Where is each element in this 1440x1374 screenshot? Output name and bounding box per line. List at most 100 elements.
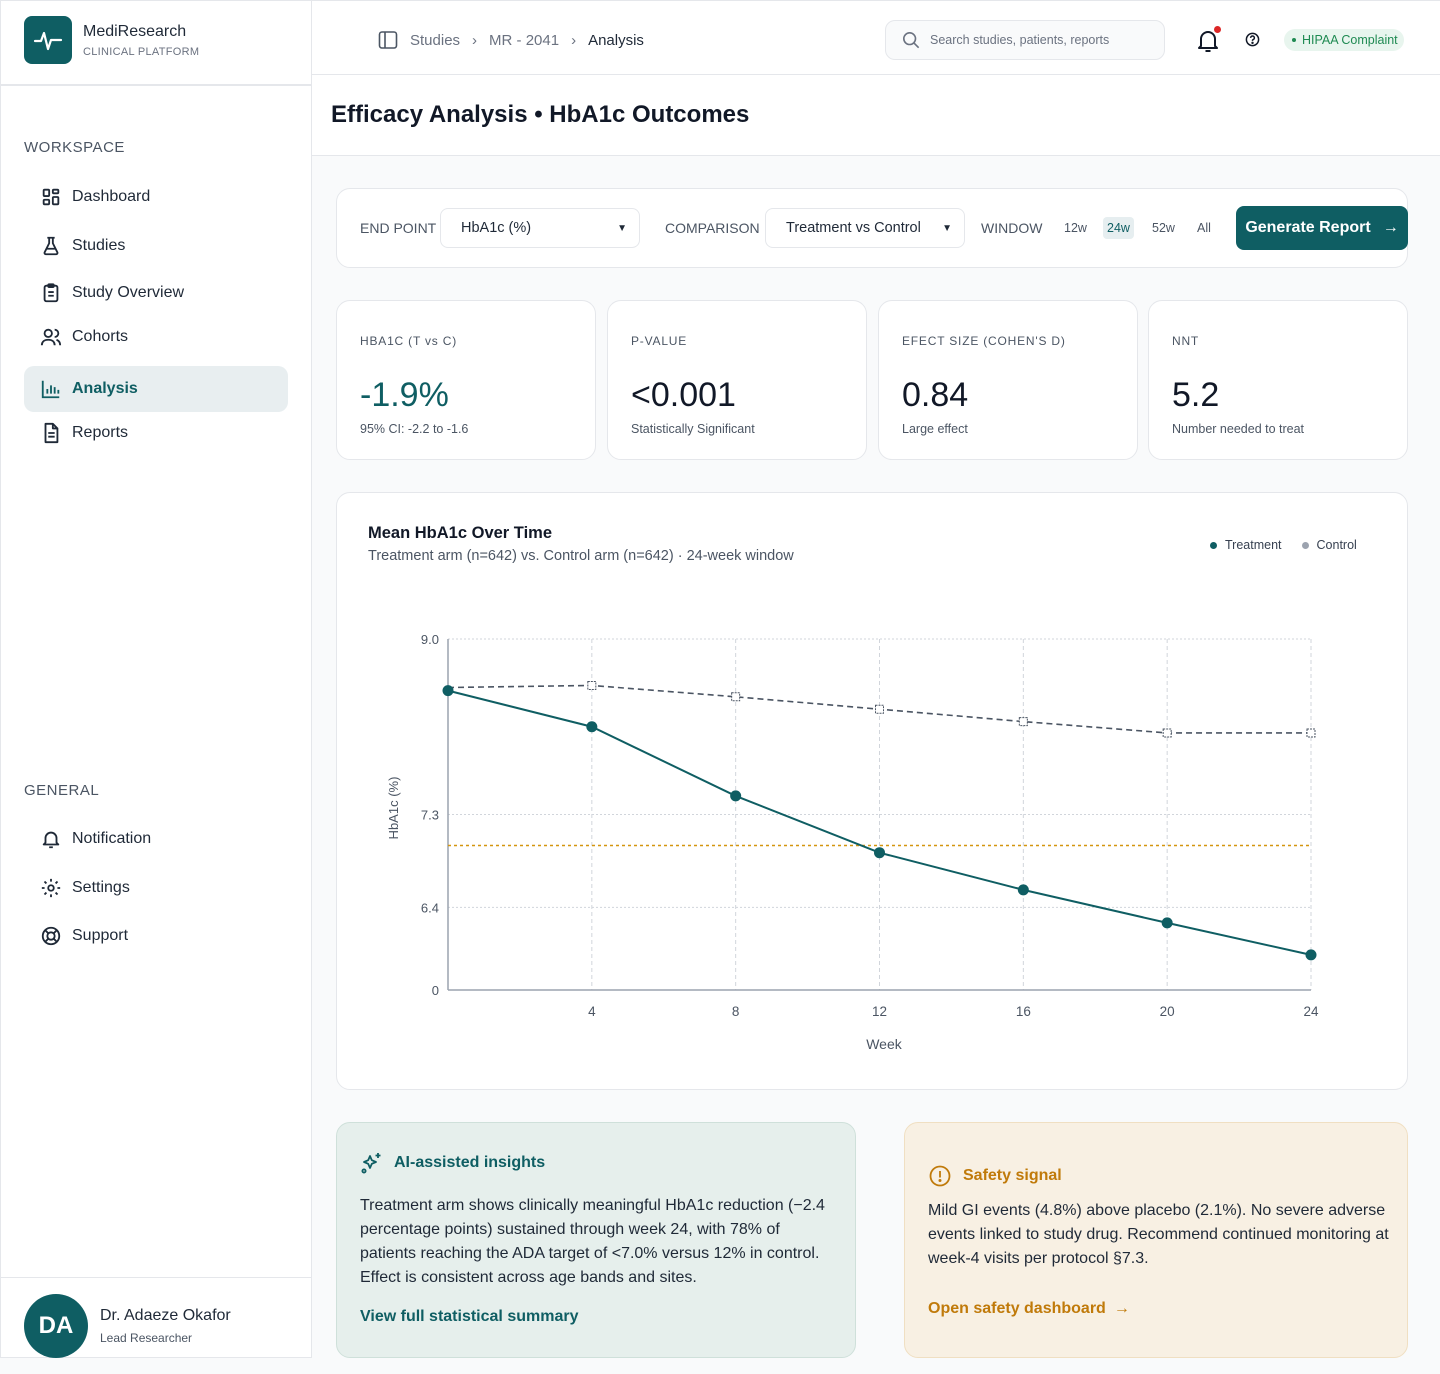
general-label: GENERAL (24, 782, 100, 799)
stat-card-nnt: NNT 5.2 Number needed to treat (1148, 300, 1408, 460)
generate-report-button[interactable]: Generate Report → (1236, 206, 1408, 250)
stat-sub: 95% CI: -2.2 to -1.6 (360, 422, 469, 436)
control-point (875, 704, 884, 714)
safety-body: Mild GI events (4.8%) above placebo (2.1… (928, 1202, 1389, 1267)
bar-chart-icon (41, 380, 60, 399)
sidebar-item-analysis[interactable]: Analysis (24, 366, 288, 412)
sidebar-item-reports[interactable]: Reports (24, 410, 288, 456)
window-label: WINDOW (981, 220, 1043, 236)
avatar[interactable]: DA (24, 1294, 88, 1358)
search-icon (902, 31, 920, 49)
control-point (731, 692, 741, 702)
stat-value: -1.9% (360, 376, 449, 414)
sidebar-item-label: Support (72, 927, 129, 944)
ai-insights-title: AI-assisted insights (394, 1154, 546, 1171)
user-name: Dr. Adaeze Okafor (100, 1307, 231, 1324)
breadcrumb-studies[interactable]: Studies (410, 31, 461, 49)
hipaa-badge: HIPAA Complaint (1284, 29, 1404, 51)
arrow-right-icon: → (1382, 219, 1399, 236)
window-52w[interactable]: 52w (1152, 221, 1175, 235)
grid-icon (42, 188, 60, 206)
sidebar-item-label: Reports (72, 424, 129, 441)
window-24w[interactable]: 24w (1103, 217, 1134, 239)
safety-title: Safety signal (963, 1167, 1062, 1184)
stat-label: EFECT SIZE (COHEN'S D) (902, 334, 1066, 348)
sidebar-item-label: Dashboard (72, 188, 151, 205)
stat-card-effect-size: EFECT SIZE (COHEN'S D) 0.84 Large effect (878, 300, 1138, 460)
legend-control: Control (1316, 538, 1357, 552)
flask-icon (43, 236, 59, 256)
workspace-label: WORKSPACE (24, 139, 125, 156)
alert-circle-icon (929, 1165, 951, 1187)
x-tick-label: 4 (588, 1004, 596, 1019)
hipaa-badge-label: HIPAA Complaint (1302, 33, 1398, 47)
logo-pulse-icon (24, 16, 72, 64)
legend-treatment: Treatment (1225, 538, 1282, 552)
sparkle-icon (361, 1153, 381, 1174)
stat-value: 0.84 (902, 376, 969, 414)
window-12w[interactable]: 12w (1064, 221, 1087, 235)
stat-value: 5.2 (1172, 376, 1220, 414)
sidebar-item-label: Studies (72, 237, 126, 254)
stat-card-pvalue: P-VALUE <0.001 Statistically Significant (607, 300, 867, 460)
divider (0, 1277, 312, 1278)
ai-insights-body: Treatment arm shows clinically meaningfu… (360, 1197, 825, 1286)
sidebar-item-settings[interactable]: Settings (24, 865, 288, 911)
view-summary-link[interactable]: View full statistical summary (360, 1308, 579, 1325)
x-tick-label: 24 (1303, 1004, 1319, 1019)
brand-name: MediResearch (83, 23, 187, 40)
notification-button[interactable] (1196, 26, 1221, 59)
top-bar (312, 0, 1440, 75)
sidebar-item-label: Analysis (72, 380, 138, 397)
chevron-right-icon: › (571, 31, 577, 49)
sidebar-item-support[interactable]: Support (24, 913, 288, 959)
brand-subtitle: CLINICAL PLATFORM (83, 46, 200, 58)
stat-sub: Large effect (902, 422, 968, 436)
control-point (1018, 717, 1028, 727)
sidebar-item-label: Settings (72, 879, 130, 896)
treatment-point (874, 847, 885, 859)
comparison-label: COMPARISON (665, 220, 760, 236)
x-tick-label: 16 (1016, 1004, 1031, 1019)
y-tick-label: 0 (432, 983, 439, 998)
safety-signal-card: Safety signal Mild GI events (4.8%) abov… (904, 1122, 1408, 1358)
x-tick-label: 12 (872, 1004, 887, 1019)
chart-subtitle: Treatment arm (n=642) vs. Control arm (n… (368, 548, 794, 564)
open-safety-dashboard-link[interactable]: Open safety dashboard → (928, 1300, 1130, 1317)
gear-icon (41, 878, 61, 898)
sidebar-item-study-overview[interactable]: Study Overview (24, 270, 288, 316)
sidebar-item-notification[interactable]: Notification (24, 816, 288, 862)
treatment-point (586, 721, 598, 733)
legend-control-marker (1301, 541, 1309, 549)
bell-icon (42, 831, 60, 849)
sidebar-item-studies[interactable]: Studies (24, 223, 288, 269)
ai-insights-card: AI-assisted insights Treatment arm shows… (336, 1122, 856, 1358)
notification-dot (1214, 26, 1221, 33)
chevron-right-icon: › (472, 31, 478, 49)
breadcrumb-study[interactable]: MR - 2041 (489, 31, 560, 49)
window-all[interactable]: All (1197, 221, 1211, 235)
endpoint-select[interactable]: HbA1c (%) ▼ (440, 208, 640, 248)
sidebar-toggle-icon[interactable] (378, 30, 398, 50)
search-input[interactable]: Search studies, patients, reports (885, 20, 1165, 60)
control-point (1306, 728, 1316, 738)
page-title: Efficacy Analysis • HbA1c Outcomes (331, 101, 750, 128)
y-tick-label: 6.4 (421, 900, 439, 915)
stat-label: HBA1C (T vs C) (360, 334, 457, 348)
help-button[interactable] (1245, 32, 1260, 52)
legend: Treatment Control (1210, 538, 1357, 552)
endpoint-label: END POINT (360, 220, 437, 236)
y-tick-label: 7.3 (421, 808, 439, 823)
sidebar (0, 0, 312, 1358)
sidebar-item-cohorts[interactable]: Cohorts (24, 314, 288, 360)
user-role: Lead Researcher (100, 1331, 193, 1345)
treatment-point (730, 790, 742, 802)
clipboard-icon (43, 283, 59, 303)
sidebar-item-dashboard[interactable]: Dashboard (24, 174, 288, 220)
stat-label: P-VALUE (631, 334, 688, 348)
stat-sub: Number needed to treat (1172, 422, 1305, 436)
title-bar (312, 75, 1440, 156)
sidebar-item-label: Notification (72, 830, 152, 847)
comparison-select[interactable]: Treatment vs Control ▼ (765, 208, 965, 248)
